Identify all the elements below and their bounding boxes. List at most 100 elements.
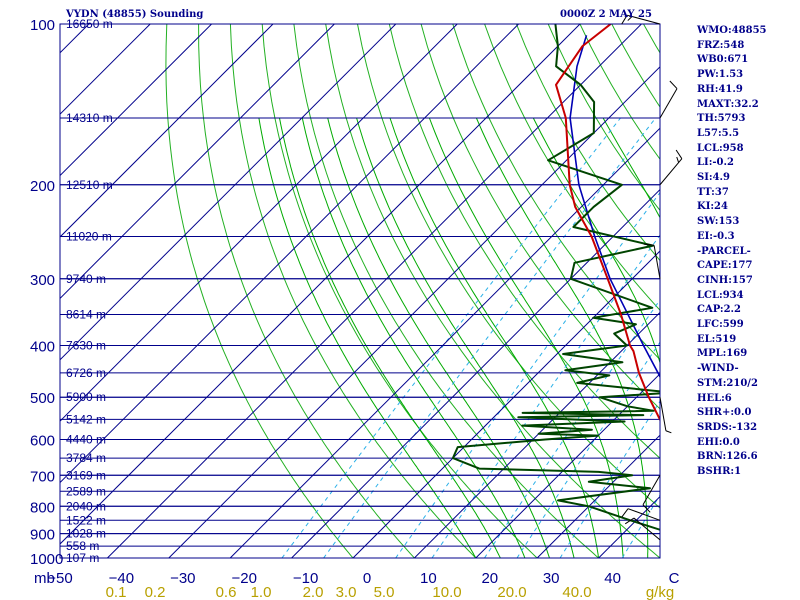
pressure-tick-label: 1000: [30, 551, 63, 568]
isotherm-line: [60, 24, 335, 300]
mixing-ratio-line: [621, 494, 660, 558]
mixing-ratio-line: [323, 117, 656, 558]
mixing-ratio-label: 20.0: [497, 584, 526, 600]
temperature-tick-label: −50: [47, 570, 72, 587]
index-item: PW:1.53: [697, 69, 744, 81]
height-level-label: 3784 m: [66, 451, 106, 465]
mixing-ratio-line: [484, 299, 660, 558]
mixing-ratio-line: [281, 117, 621, 558]
mixing-ratio-label: g/kg: [646, 584, 674, 600]
height-level-label: 2040 m: [66, 499, 106, 513]
temperature-tick-label: 20: [481, 570, 498, 587]
pressure-tick-label: 700: [30, 468, 55, 485]
wind-barb-flag: [665, 430, 672, 434]
index-item: RH:41.9: [697, 83, 743, 95]
index-item: EHI:0.0: [697, 436, 740, 448]
wind-barb-shaft: [627, 14, 661, 25]
index-item: BRN:126.6: [697, 451, 758, 463]
wind-barb-flag: [675, 149, 683, 159]
mixing-ratio-label: 0.2: [145, 584, 166, 600]
wind-barb-flag: [676, 156, 680, 163]
wind-barb-flag: [643, 243, 655, 246]
index-item: WB0:671: [697, 54, 749, 66]
wind-barb-shaft: [653, 245, 661, 279]
wind-barb-shaft: [627, 508, 661, 521]
temperature-tick-label: −10: [293, 570, 318, 587]
temperature-profile-line: [555, 24, 660, 422]
index-item: MPL:169: [697, 348, 748, 360]
chart-title: VYDN (48855) Sounding: [66, 9, 204, 20]
isotherm-line: [60, 24, 581, 545]
index-item: SRDS:-132: [697, 421, 758, 433]
height-level-label: 5900 m: [66, 390, 106, 404]
index-item: BSHR:1: [697, 466, 742, 478]
index-item: TH:5793: [697, 113, 746, 125]
index-item: EI:-0.3: [697, 230, 735, 242]
height-level-label: 16650 m: [66, 17, 113, 31]
index-item: LCL:934: [697, 289, 744, 301]
wind-barb-flag: [624, 517, 635, 525]
mixing-ratio-label: 10.0: [432, 584, 461, 600]
height-level-label: 9740 m: [66, 272, 106, 286]
isotherm-line: [475, 373, 660, 558]
height-level-label: 3169 m: [66, 468, 106, 482]
moist-adiabat-line: [327, 117, 550, 558]
sounding-profiles: [451, 24, 660, 531]
pressure-tick-label: 600: [30, 433, 55, 450]
stability-indices-panel: WMO:48855 FRZ:548 WB0:671 PW:1.53 RH:41.9 MAX…: [697, 24, 767, 480]
mixing-ratio-line: [516, 341, 660, 558]
temperature-tick-label: −20: [231, 570, 256, 587]
temperature-tick-label: 30: [543, 570, 560, 587]
isotherm-line: [60, 24, 212, 177]
height-level-label: 6726 m: [66, 366, 106, 380]
pressure-tick-label: 100: [30, 17, 55, 34]
pressure-tick-label: 200: [30, 178, 55, 195]
height-level-label: 107 m: [66, 551, 99, 565]
temperature-tick-label: −40: [109, 570, 134, 587]
index-item: LI:-0.2: [697, 157, 734, 169]
wind-barb-flag: [642, 504, 651, 513]
temperature-tick-label: −30: [170, 570, 195, 587]
wind-barb-shaft: [659, 158, 683, 186]
height-level-label: 558 m: [66, 539, 99, 553]
pressure-axis-title: mb: [34, 570, 55, 587]
temperature-tick-label: C: [669, 570, 680, 587]
wind-barbs: [621, 14, 683, 541]
temperature-tick-label: 10: [420, 570, 437, 587]
index-item: -PARCEL-: [697, 245, 751, 257]
index-item: L57:5.5: [697, 127, 740, 139]
height-level-label: 8614 m: [66, 308, 106, 322]
height-level-label: 2589 m: [66, 484, 106, 498]
index-item: MAXT:32.2: [697, 98, 759, 110]
isotherm-line: [168, 66, 660, 558]
moist-adiabat-line: [475, 117, 649, 558]
mixing-ratio-label: 3.0: [336, 584, 357, 600]
isotherm-line: [60, 24, 397, 361]
index-item: STM:210/2: [697, 377, 758, 389]
mixing-ratio-label: 1.0: [251, 584, 272, 600]
index-item: SI:4.9: [697, 172, 730, 184]
index-item: CAP:2.2: [697, 304, 741, 316]
height-level-label: 1522 m: [66, 513, 106, 527]
mixing-ratio-line: [395, 191, 660, 558]
index-item: FRZ:548: [697, 39, 745, 51]
pressure-tick-label: 900: [30, 527, 55, 544]
index-item: TT:37: [697, 186, 729, 198]
index-item: LFC:599: [697, 319, 744, 331]
wind-barb-shaft: [642, 475, 661, 505]
isotherm-line: [60, 24, 458, 422]
height-labels: 16650 m 14310 m 12510 m 11020 m 9740 m 8614 m…: [66, 17, 113, 565]
height-level-label: 14310 m: [66, 111, 113, 125]
index-item: SHR+:0.0: [697, 407, 752, 419]
pressure-tick-label: 300: [30, 272, 55, 289]
parcel-trace-line: [569, 35, 660, 379]
height-level-label: 4440 m: [66, 433, 106, 447]
wind-barb-flag: [621, 14, 628, 25]
index-item: LCL:958: [697, 142, 744, 154]
dewpoint-profile-line: [451, 24, 660, 531]
temperature-tick-label: 0: [363, 570, 371, 587]
isobar-grid: [60, 23, 660, 559]
mixing-ratio-label: 2.0: [303, 584, 324, 600]
isotherm-line: [60, 24, 519, 484]
